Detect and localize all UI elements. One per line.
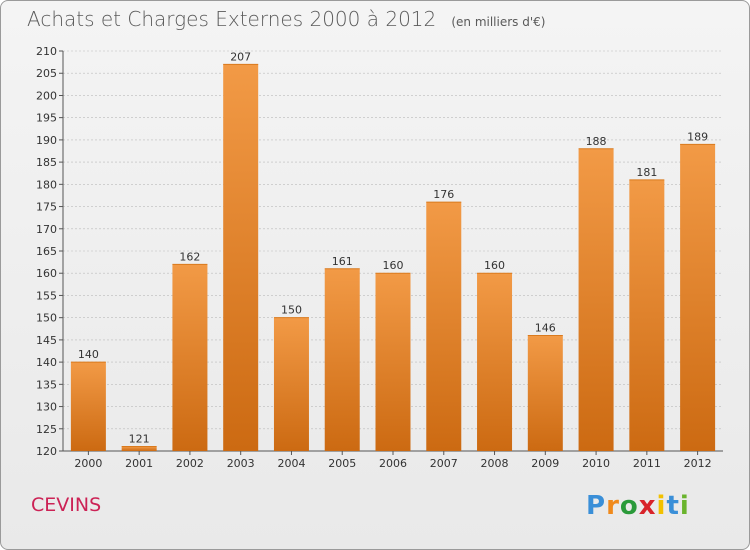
y-tick-label: 155 bbox=[36, 289, 57, 302]
y-tick-label: 205 bbox=[36, 67, 57, 80]
y-tick-label: 185 bbox=[36, 156, 57, 169]
logo-letter: P bbox=[586, 491, 607, 521]
y-tick-label: 200 bbox=[36, 89, 57, 102]
data-label: 188 bbox=[586, 135, 607, 148]
logo-letter: r bbox=[606, 491, 620, 521]
x-tick-label: 2008 bbox=[481, 457, 509, 470]
data-label: 146 bbox=[535, 321, 556, 334]
data-label: 162 bbox=[179, 250, 200, 263]
x-tick-label: 2000 bbox=[74, 457, 102, 470]
y-tick-label: 125 bbox=[36, 423, 57, 436]
x-tick-label: 2004 bbox=[277, 457, 305, 470]
chart-title: Achats et Charges Externes 2000 à 2012 bbox=[27, 7, 437, 31]
data-label: 140 bbox=[78, 348, 99, 361]
x-tick-label: 2005 bbox=[328, 457, 356, 470]
data-labels: 140 121 162 207 150 161 160 176 160 146 188 181 189 bbox=[78, 50, 708, 445]
y-tick-label: 120 bbox=[36, 445, 57, 458]
data-label: 160 bbox=[484, 259, 505, 272]
x-tick-label: 2010 bbox=[582, 457, 610, 470]
logo-letter: x bbox=[638, 491, 657, 521]
bar bbox=[121, 446, 157, 451]
data-label: 181 bbox=[636, 166, 657, 179]
x-tick-label: 2006 bbox=[379, 457, 407, 470]
bar bbox=[680, 144, 716, 452]
bar bbox=[527, 335, 563, 451]
x-tick-label: 2011 bbox=[633, 457, 661, 470]
y-tick-label: 145 bbox=[36, 334, 57, 347]
logo-letter: i bbox=[679, 491, 690, 521]
data-label: 160 bbox=[383, 259, 404, 272]
y-tick-label: 190 bbox=[36, 134, 57, 147]
data-label: 189 bbox=[687, 130, 708, 143]
data-label: 161 bbox=[332, 255, 353, 268]
bar bbox=[70, 362, 106, 451]
bar bbox=[426, 202, 462, 451]
unit-note: (en milliers d'€) bbox=[451, 15, 546, 29]
bar bbox=[172, 264, 208, 451]
data-label: 150 bbox=[281, 304, 302, 317]
proxiti-logo: Proxiti bbox=[586, 491, 690, 521]
y-tick-label: 140 bbox=[36, 356, 57, 369]
y-tick-label: 165 bbox=[36, 245, 57, 258]
x-tick-label: 2009 bbox=[531, 457, 559, 470]
y-tick-label: 195 bbox=[36, 112, 57, 125]
x-tick-label: 2012 bbox=[684, 457, 712, 470]
x-tick-label: 2007 bbox=[430, 457, 458, 470]
logo-letter: i bbox=[656, 491, 667, 521]
logo-letter: o bbox=[619, 491, 639, 521]
chart-title-block: Achats et Charges Externes 2000 à 2012 (… bbox=[27, 7, 545, 31]
logo-letter: t bbox=[666, 491, 680, 521]
y-tick-label: 210 bbox=[36, 45, 57, 58]
x-tick-label: 2001 bbox=[125, 457, 153, 470]
bar bbox=[477, 273, 513, 451]
bar bbox=[273, 317, 309, 451]
bar bbox=[324, 268, 360, 451]
axes: 120 125 130 135 140 145 150 155 160 165 170 175 180 1… bbox=[36, 45, 723, 470]
x-tick-label: 2002 bbox=[176, 457, 204, 470]
y-tick-label: 130 bbox=[36, 401, 57, 414]
bars bbox=[70, 63, 716, 452]
y-tick-label: 160 bbox=[36, 267, 57, 280]
bar bbox=[223, 64, 259, 452]
data-label: 176 bbox=[433, 188, 454, 201]
bar bbox=[375, 273, 411, 451]
y-tick-label: 170 bbox=[36, 223, 57, 236]
x-tick-label: 2003 bbox=[227, 457, 255, 470]
y-tick-label: 180 bbox=[36, 178, 57, 191]
data-label: 121 bbox=[129, 433, 150, 446]
data-label: 207 bbox=[230, 50, 251, 63]
bar bbox=[578, 148, 614, 451]
y-tick-label: 175 bbox=[36, 201, 57, 214]
y-tick-label: 135 bbox=[36, 378, 57, 391]
y-tick-label: 150 bbox=[36, 312, 57, 325]
location-name: CEVINS bbox=[31, 494, 102, 516]
bar bbox=[629, 179, 665, 451]
